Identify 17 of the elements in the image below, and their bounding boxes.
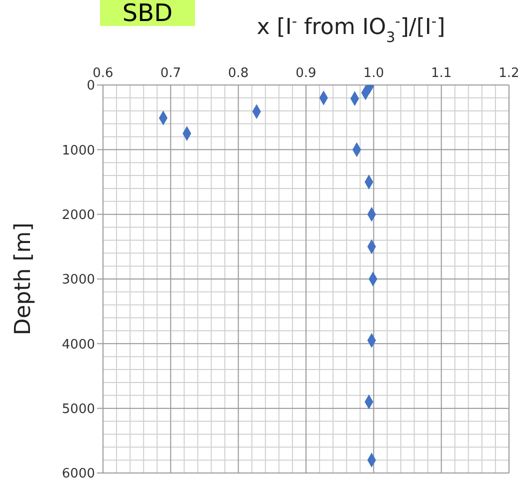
x-tick-label: 0.6 <box>92 66 114 81</box>
y-tick-label: 0 <box>86 78 95 94</box>
y-tick-label: 4000 <box>62 337 95 352</box>
x-tick-label: 0.9 <box>296 66 316 81</box>
x-axis-title: x [I$^{-}$ from IO$_{3}$$^{-}$]/[I$^{-}$] <box>256 14 446 46</box>
y-tick-label: 3000 <box>62 272 95 288</box>
x-tick-label: 0.7 <box>160 66 182 81</box>
y-tick-label: 1000 <box>62 143 95 158</box>
y-tick-label: 5000 <box>62 402 95 417</box>
x-tick-label: 1.2 <box>498 66 519 81</box>
y-tick-label: 6000 <box>62 466 95 481</box>
x-tick-label: 1.0 <box>363 66 384 81</box>
x-tick-label: 1.1 <box>430 66 452 81</box>
y-tick-label: 2000 <box>62 208 95 223</box>
x-tick-label: 0.8 <box>228 66 249 81</box>
chart-title: SBD <box>100 0 195 27</box>
y-axis-title: Depth [m] <box>11 222 36 336</box>
